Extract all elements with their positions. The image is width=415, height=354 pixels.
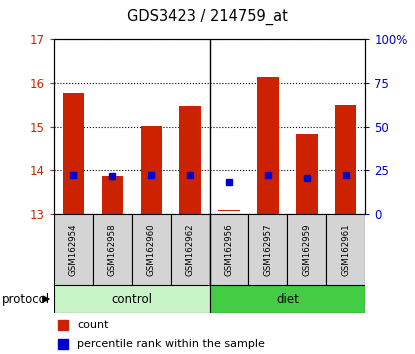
Text: GSM162961: GSM162961 [341,223,350,276]
Bar [132,214,171,285]
Bar [210,214,249,285]
Bar [54,285,210,313]
Text: GSM162957: GSM162957 [264,223,272,276]
Text: GSM162959: GSM162959 [303,223,311,276]
Bar [335,105,356,214]
Bar [93,214,132,285]
Bar [218,210,240,211]
Bar [171,214,210,285]
Text: protocol: protocol [2,293,50,306]
Bar [326,214,365,285]
Text: count: count [77,320,109,330]
Text: GSM162954: GSM162954 [69,223,78,276]
Bar [179,105,201,214]
Bar [257,78,278,214]
Bar [63,93,84,214]
Bar [210,285,365,313]
Bar [102,176,123,214]
Text: GSM162960: GSM162960 [147,223,156,276]
Text: GDS3423 / 214759_at: GDS3423 / 214759_at [127,9,288,25]
Text: GSM162962: GSM162962 [186,223,195,276]
Bar [287,214,326,285]
Text: GSM162956: GSM162956 [225,223,234,276]
Text: GSM162958: GSM162958 [108,223,117,276]
Bar [54,214,93,285]
Text: control: control [111,293,152,306]
Text: percentile rank within the sample: percentile rank within the sample [77,339,265,349]
Bar [296,135,317,214]
Bar [141,126,162,214]
Text: diet: diet [276,293,299,306]
Bar [249,214,287,285]
